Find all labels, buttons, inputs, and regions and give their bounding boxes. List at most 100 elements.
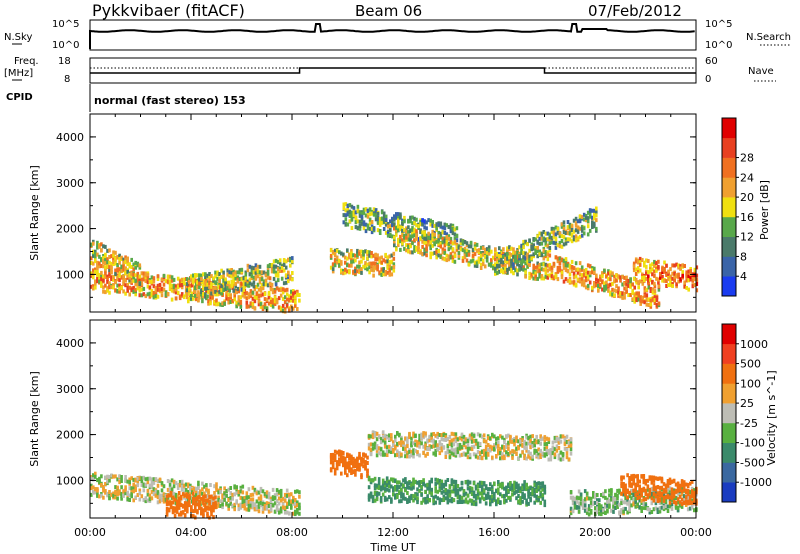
scatter-cell — [370, 220, 374, 224]
scatter-cell — [400, 443, 403, 448]
scatter-cell — [584, 272, 588, 277]
scatter-cell — [458, 500, 462, 504]
scatter-cell — [385, 453, 389, 457]
scatter-cell — [515, 496, 518, 501]
scatter-cell — [507, 446, 510, 451]
scatter-cell — [251, 501, 255, 506]
scatter-cell — [223, 301, 226, 306]
scatter-cell — [269, 499, 273, 503]
scatter-cell — [287, 276, 290, 281]
scatter-cell — [442, 497, 446, 502]
scatter-cell — [653, 295, 657, 300]
scatter-cell — [251, 485, 255, 490]
scatter-cell — [428, 483, 431, 488]
scatter-cell — [561, 457, 565, 462]
scatter-cell — [633, 285, 636, 290]
scatter-cell — [212, 505, 215, 510]
scatter-cell — [687, 287, 690, 292]
scatter-cell — [484, 452, 488, 457]
scatter-cell — [619, 291, 622, 296]
scatter-cell — [517, 439, 520, 444]
scatter-cell — [269, 287, 273, 292]
scatter-cell — [504, 259, 507, 263]
scatter-cell — [603, 288, 606, 293]
scatter-cell — [264, 282, 268, 287]
scatter-cell — [645, 264, 648, 269]
scatter-cell — [150, 275, 154, 280]
scatter-cell — [631, 297, 634, 302]
scatter-cell — [132, 262, 135, 267]
scatter-cell — [226, 283, 229, 288]
scatter-cell — [649, 298, 653, 303]
scatter-cell — [259, 489, 263, 494]
scatter-cell — [655, 268, 658, 273]
scatter-cell — [430, 432, 433, 437]
scatter-cell — [348, 252, 351, 257]
scatter-cell — [448, 455, 452, 460]
scatter-cell — [502, 247, 505, 252]
scatter-cell — [425, 253, 428, 258]
scatter-cell — [409, 237, 412, 242]
scatter-cell — [272, 264, 276, 269]
scatter-cell — [420, 480, 423, 484]
scatter-cell — [270, 269, 274, 274]
scatter-cell — [90, 261, 93, 265]
scatter-cell — [393, 214, 396, 219]
scatter-cell — [422, 482, 425, 487]
scatter-cell — [545, 452, 549, 457]
scatter-cell — [495, 441, 498, 446]
scatter-cell — [609, 290, 612, 295]
scatter-cell — [384, 222, 388, 227]
scatter-cell — [210, 512, 213, 517]
scatter-cell — [118, 474, 121, 479]
scatter-cell — [452, 489, 456, 494]
scatter-cell — [425, 220, 428, 225]
scatter-cell — [373, 441, 377, 446]
scatter-cell — [348, 456, 351, 461]
scatter-cell — [564, 257, 568, 262]
scatter-cell — [278, 258, 282, 263]
scatter-cell — [394, 493, 397, 498]
scatter-cell — [260, 270, 264, 275]
scatter-cell — [542, 248, 546, 253]
scatter-cell — [501, 494, 504, 499]
scatter-cell — [401, 224, 404, 229]
scatter-cell — [558, 265, 562, 270]
scatter-cell — [261, 501, 265, 506]
scatter-cell — [452, 486, 456, 491]
scatter-cell — [249, 497, 253, 502]
scatter-cell — [329, 454, 333, 459]
scatter-cell — [185, 295, 189, 300]
scatter-cell — [241, 293, 245, 298]
scatter-cell — [472, 501, 476, 506]
scatter-cell — [331, 452, 335, 457]
scatter-cell — [683, 284, 686, 289]
scatter-cell — [236, 279, 240, 284]
scatter-cell — [413, 216, 416, 221]
scatter-cell — [449, 252, 453, 257]
scatter-cell — [370, 230, 374, 235]
scatter-cell — [225, 290, 228, 295]
scatter-cell — [534, 251, 537, 255]
scatter-cell — [462, 489, 466, 493]
scatter-cell — [637, 291, 640, 296]
scatter-cell — [390, 272, 394, 277]
scatter-cell — [136, 286, 140, 291]
scatter-cell — [210, 505, 213, 510]
scatter-cell — [373, 486, 377, 491]
scatter-cell — [282, 262, 286, 267]
scatter-cell — [277, 305, 281, 310]
scatter-cell — [116, 485, 119, 490]
scatter-cell — [561, 434, 565, 439]
scatter-cell — [214, 500, 217, 505]
scatter-cell — [258, 277, 262, 281]
scatter-cell — [468, 487, 472, 492]
scatter-cell — [467, 262, 471, 267]
scatter-cell — [563, 446, 567, 451]
scatter-cell — [263, 292, 267, 296]
scatter-cell — [510, 258, 513, 263]
scatter-cell — [515, 452, 518, 456]
scatter-cell — [501, 452, 504, 457]
scatter-cell — [495, 444, 498, 449]
